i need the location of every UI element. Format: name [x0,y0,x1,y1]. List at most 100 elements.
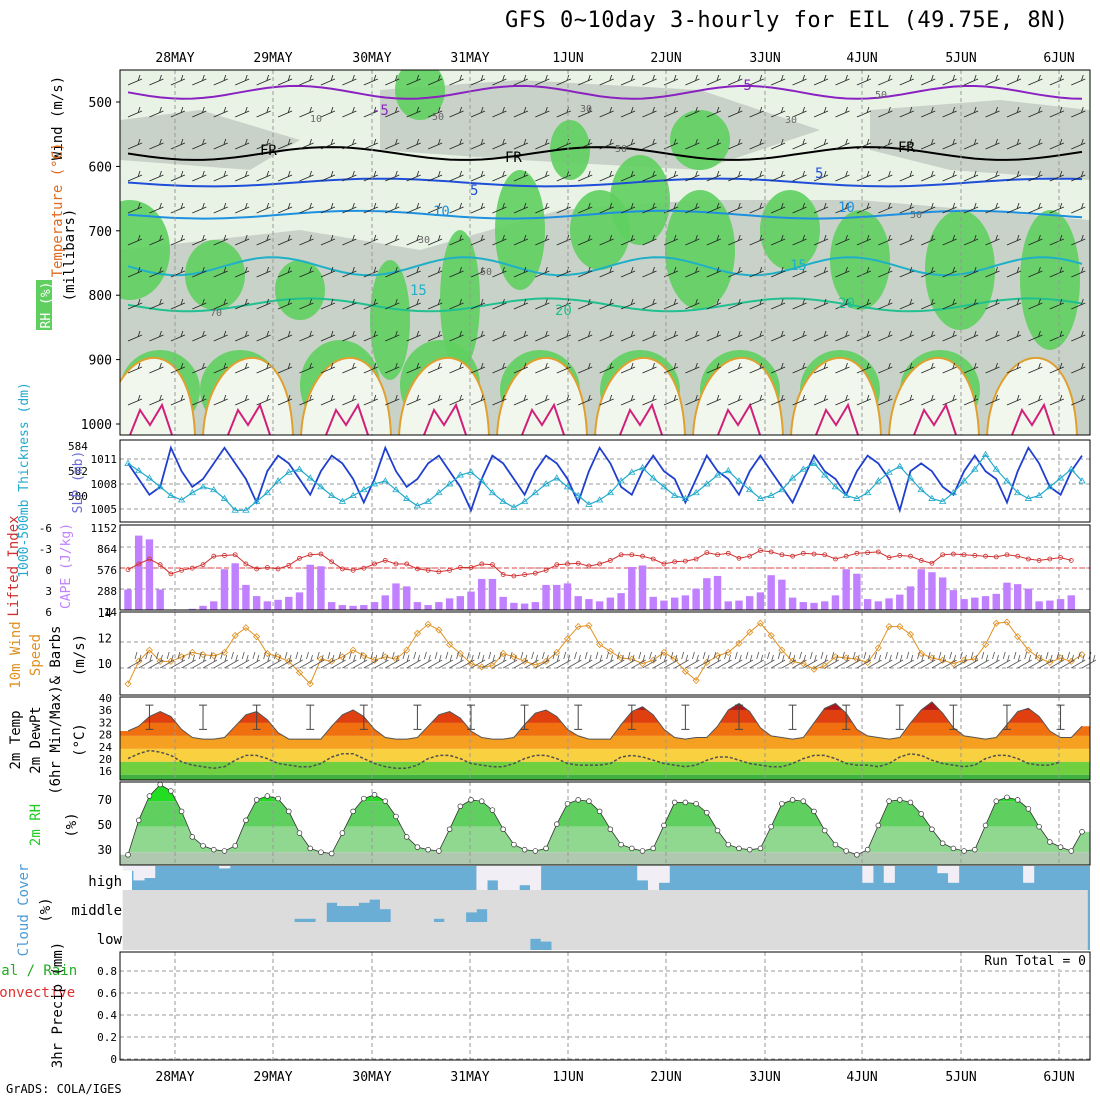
minmax-bar [306,705,314,729]
cape-bar [339,605,346,610]
wind10-barb [996,652,1010,668]
temp-band [120,775,1090,780]
cape-tick: 1152 [91,522,118,535]
cloud-clear-cell [401,890,412,922]
rh2m-marker [726,842,731,847]
rh2m-marker [951,846,956,851]
rh2m-marker [254,797,259,802]
rh2m-marker [329,851,334,856]
date-label-bottom: 31MAY [450,1070,489,1085]
rh2m-marker [522,847,527,852]
cape-bar [564,583,571,610]
cloud-clear-cell [766,922,777,950]
precip-tick: 0.6 [97,987,117,1000]
ylabel-temp: 2m Temp [8,710,24,769]
cloud-clear-cell [573,922,584,950]
cloud-clear-cell [434,890,445,919]
cloud-clear-cell [637,890,648,922]
wind10-barb [610,652,624,668]
cloud-clear-cell [198,922,209,950]
cloud-clear-cell [744,922,755,950]
cloud-clear-cell [605,922,616,950]
cape-bar [1035,601,1042,610]
wind10-barb [878,652,892,668]
cloud-clear-cell [337,922,348,950]
credit-label: GrADS: COLA/IGES [6,1082,122,1096]
cloud-clear-cell [219,922,230,950]
minmax-bar [413,705,421,729]
cloud-clear-cell [166,922,177,950]
rh2m-marker [447,827,452,832]
contour-label: 5 [470,183,478,199]
cape-bar [853,574,860,610]
cloud-clear-cell [144,890,155,922]
cape-bar [607,598,614,610]
cape-bar [328,602,335,610]
cloud-clear-cell [401,922,412,950]
cloud-clear-cell [412,890,423,922]
cape-tick: 576 [97,564,117,577]
cloud-clear-cell [680,922,691,950]
contour-label: 10 [433,204,450,220]
cloud-clear-cell [262,922,273,950]
cloud-clear-cell [980,890,991,922]
rh2m-marker [565,801,570,806]
cloud-clear-cell [637,866,648,880]
cape-bar [993,594,1000,610]
rh2m-marker [651,846,656,851]
contour-label: -5 [735,78,752,94]
cape-bar [714,576,721,610]
cape-bar [146,539,153,610]
rh2m-marker [887,799,892,804]
wind10-barb [846,652,860,668]
cloud-clear-cell [798,922,809,950]
cape-bar [725,601,732,610]
rh2m-marker [672,800,677,805]
cloud-clear-cell [444,890,455,922]
cloud-clear-cell [466,922,477,950]
cloud-clear-cell [487,890,498,922]
cloud-clear-cell [937,922,948,950]
cape-bar [532,602,539,610]
wind10-barb [803,652,817,668]
cloud-clear-cell [305,890,316,919]
cape-bar [682,595,689,610]
cloud-clear-cell [391,890,402,922]
cloud-clear-cell [434,922,445,950]
cloud-clear-cell [809,890,820,922]
precip-tick: 0.4 [97,1009,117,1022]
cloud-clear-cell [573,890,584,922]
cloud-clear-cell [262,890,273,922]
cloud-clear-cell [691,922,702,950]
cape-bar [371,602,378,610]
ylabel-minmax: (6hr Min/Max) [48,685,64,795]
contour-label: FR [260,143,277,159]
cloud-clear-cell [1023,922,1034,950]
contour-label: FR [898,140,915,156]
wind10-barb [557,652,571,668]
cloud-clear-cell [669,890,680,922]
cloud-clear-cell [809,922,820,950]
ylabel-temp-units: (°C) [72,723,88,757]
date-label-bottom: 5JUN [945,1070,976,1085]
cape-bar [757,592,764,610]
cloud-clear-cell [423,922,434,950]
date-label-top: 30MAY [352,51,391,66]
rh2m-marker [511,842,516,847]
rh2m-marker [930,827,935,832]
ylabel-lifted-index: Lifted Index [6,515,22,616]
rh2m-marker [533,849,538,854]
cloud-clear-cell [702,890,713,922]
rh2m-marker [404,835,409,840]
wind10-barb [986,652,1000,668]
cloud-clear-cell [862,866,873,883]
slp-tick: 1008 [91,478,118,491]
date-label-top: 2JUN [650,51,681,66]
wind10-barb [1082,652,1096,668]
cape-bar [221,569,228,610]
cloud-clear-cell [659,866,670,883]
cloud-clear-cell [669,922,680,950]
cape-bar [864,599,871,610]
minmax-bar [199,705,207,729]
